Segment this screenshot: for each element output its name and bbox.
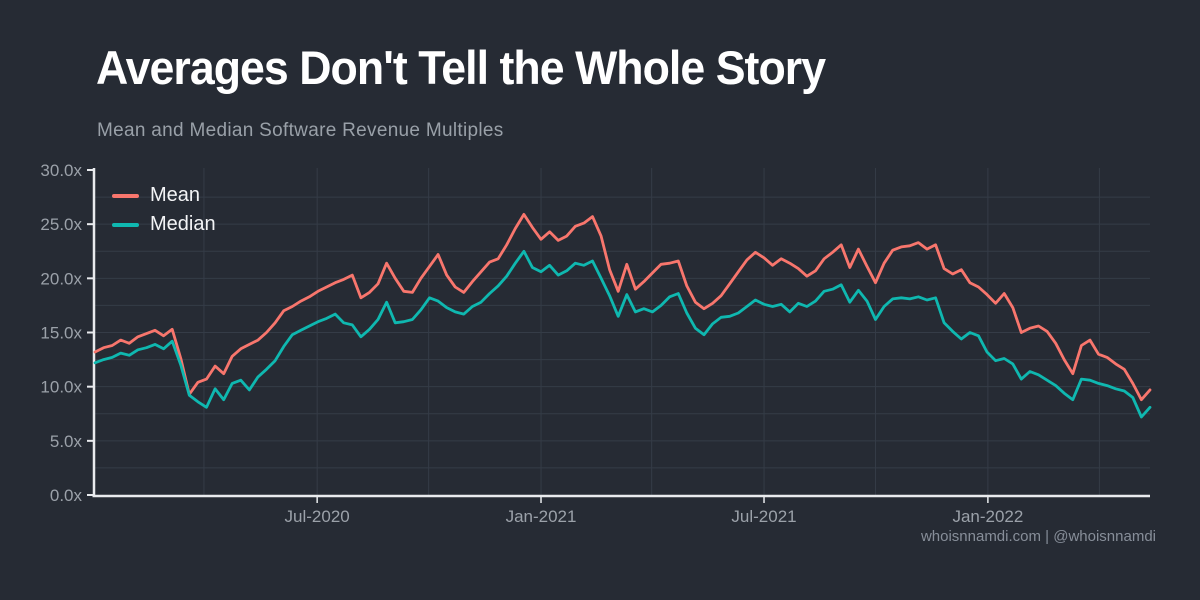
y-tick-label: 15.0x (40, 324, 82, 343)
axes: 0.0x 5.0x 10.0x 15.0x 20.0x 25.0x 30.0x Jul-202… (40, 161, 1150, 526)
legend-item-median: Median (112, 210, 216, 239)
legend: Mean Median (112, 181, 216, 239)
mean-line-swatch (112, 193, 139, 198)
median-line (93, 249, 1152, 419)
y-tick-label: 5.0x (50, 432, 83, 451)
legend-item-mean: Mean (112, 181, 216, 210)
y-tick-label: 30.0x (40, 161, 82, 180)
y-tick-label: 25.0x (40, 215, 82, 234)
x-tick-label: Jan-2021 (506, 507, 577, 526)
y-tick-label: 10.0x (40, 378, 82, 397)
series-lines (93, 212, 1152, 419)
chart-subtitle: Mean and Median Software Revenue Multipl… (97, 120, 504, 141)
y-tick-label: 20.0x (40, 269, 82, 288)
mean-line (93, 212, 1152, 402)
x-tick-label: Jan-2022 (952, 507, 1023, 526)
x-tick-label: Jul-2020 (285, 507, 350, 526)
median-line-swatch (112, 222, 139, 227)
footer-credit: whoisnnamdi.com | @whoisnnamdi (920, 528, 1156, 545)
legend-label-mean: Mean (150, 184, 201, 206)
gridlines (95, 168, 1150, 495)
x-tick-label: Jul-2021 (731, 507, 796, 526)
chart-title: Averages Don't Tell the Whole Story (96, 41, 826, 94)
legend-label-median: Median (150, 213, 216, 235)
y-tick-label: 0.0x (50, 486, 83, 505)
